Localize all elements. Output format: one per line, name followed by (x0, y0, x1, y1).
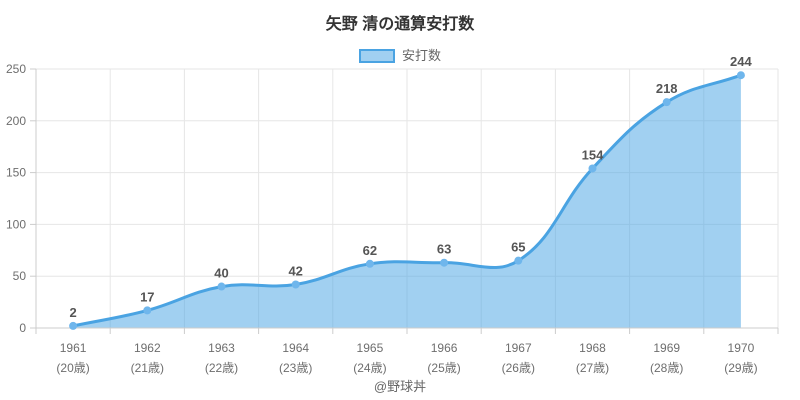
y-axis-label: 150 (6, 166, 26, 180)
x-axis-sublabel: (21歳) (131, 361, 164, 375)
x-axis-label: 1961 (60, 341, 87, 355)
x-axis-label: 1964 (282, 341, 309, 355)
x-axis-sublabel: (22歳) (205, 361, 238, 375)
line-series (71, 73, 743, 328)
x-axis-label: 1969 (653, 341, 680, 355)
x-axis-label: 1970 (728, 341, 755, 355)
y-axis-label: 200 (6, 114, 26, 128)
y-axis-label: 0 (19, 321, 26, 335)
x-axis-sublabel: (29歳) (724, 361, 757, 375)
x-axis-sublabel: (28歳) (650, 361, 683, 375)
point-value-label: 63 (437, 242, 451, 257)
x-axis-label: 1967 (505, 341, 532, 355)
legend: 安打数 (0, 47, 800, 65)
legend-swatch (358, 49, 395, 63)
legend-item-hits[interactable]: 安打数 (358, 47, 441, 65)
x-axis-label: 1968 (579, 341, 606, 355)
x-axis-sublabel: (26歳) (502, 361, 535, 375)
data-point[interactable] (440, 258, 449, 267)
data-point[interactable] (69, 321, 78, 330)
data-point[interactable] (736, 71, 745, 80)
data-point[interactable] (217, 282, 226, 291)
credit-text: @野球丼 (373, 379, 427, 394)
point-value-label: 40 (214, 266, 228, 281)
y-axis-label: 50 (13, 269, 27, 283)
y-axis-label: 100 (6, 217, 26, 231)
chart-title: 矢野 清の通算安打数 (325, 16, 475, 33)
point-value-label: 2 (69, 305, 76, 320)
data-point[interactable] (662, 98, 671, 107)
point-value-label: 218 (656, 81, 678, 96)
x-axis-label: 1963 (208, 341, 235, 355)
data-point[interactable] (588, 164, 597, 173)
data-point[interactable] (143, 306, 152, 315)
legend-label: 安打数 (401, 48, 441, 63)
x-axis-label: 1965 (357, 341, 384, 355)
point-value-label: 65 (511, 240, 525, 255)
point-value-label: 42 (288, 263, 302, 278)
x-axis-sublabel: (27歳) (576, 361, 609, 375)
x-axis-sublabel: (25歳) (427, 361, 460, 375)
point-value-label: 244 (730, 54, 752, 69)
data-point[interactable] (365, 259, 374, 268)
x-axis-sublabel: (23歳) (279, 361, 312, 375)
x-axis-sublabel: (24歳) (353, 361, 386, 375)
data-point[interactable] (514, 256, 523, 265)
data-point[interactable] (291, 280, 300, 289)
x-axis-label: 1966 (431, 341, 458, 355)
x-axis-sublabel: (20歳) (56, 361, 89, 375)
point-value-label: 154 (582, 147, 604, 162)
point-value-label: 62 (363, 243, 377, 258)
point-value-label: 17 (140, 289, 154, 304)
y-axis-label: 250 (6, 62, 26, 76)
area-fill (73, 75, 741, 328)
x-axis-label: 1962 (134, 341, 161, 355)
